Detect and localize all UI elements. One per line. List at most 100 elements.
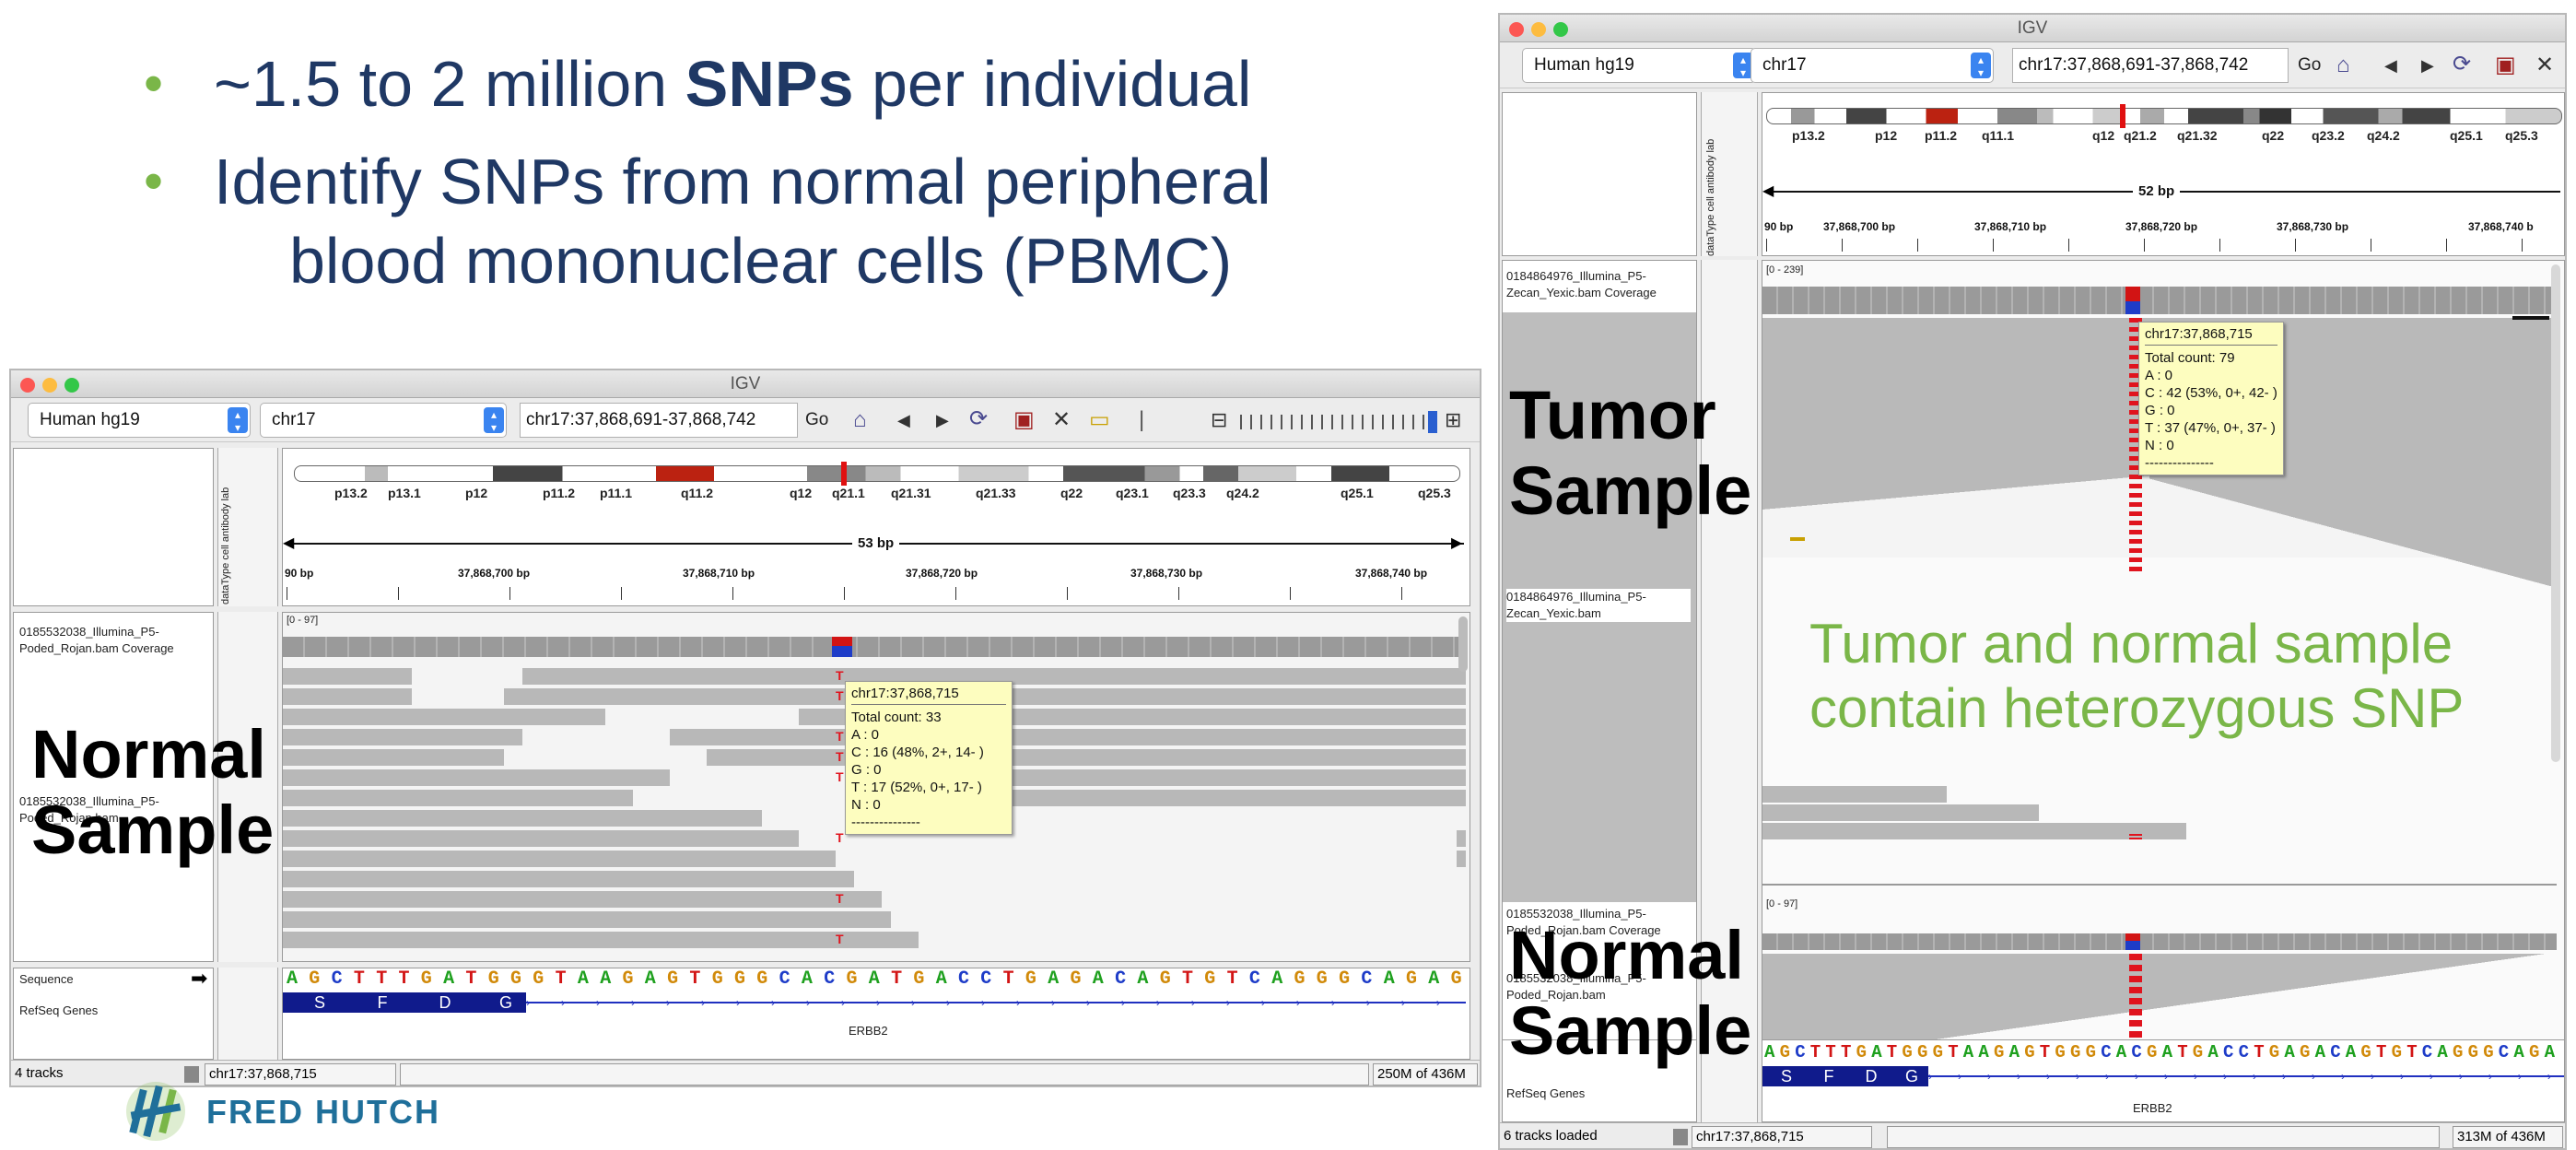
sequence-track-label[interactable]: Sequence: [19, 972, 74, 986]
chromosome-ideogram[interactable]: [1766, 108, 2562, 124]
vertical-scrollbar[interactable]: [1458, 616, 1468, 672]
read: [891, 769, 1466, 786]
close-window-button[interactable]: [1509, 22, 1524, 37]
reference-base: G: [756, 968, 768, 990]
tumor-coverage-track-label[interactable]: 0184864976_Illumina_P5-Zecan_Yexic.bam C…: [1506, 269, 1657, 299]
tumor-snp-coverage-bar[interactable]: [2125, 287, 2140, 301]
snp-coverage-bar-ref: [832, 646, 852, 657]
status-memory: 250M of 436M: [1373, 1063, 1478, 1085]
reference-base: T: [398, 968, 410, 990]
genome-select[interactable]: Human hg19 ▴ ▾: [1522, 48, 1756, 83]
reference-base: A: [2284, 1042, 2295, 1062]
refresh-icon[interactable]: ⟳: [2453, 52, 2472, 76]
genome-select[interactable]: Human hg19 ▴ ▾: [28, 403, 251, 438]
normal-snp-coverage-bar[interactable]: [2125, 933, 2140, 941]
ruler-ticks: [1766, 239, 2560, 252]
reference-base: A: [868, 968, 880, 990]
zoom-slider[interactable]: [1240, 415, 1435, 429]
band-label: q12: [790, 486, 813, 500]
normal-coverage-track[interactable]: [1762, 933, 2557, 950]
chromosome-select[interactable]: chr17 ▴ ▾: [260, 403, 507, 438]
refseq-track-label[interactable]: RefSeq Genes: [19, 1003, 99, 1017]
span-arrow-left-icon: ◀: [283, 535, 295, 551]
region-of-interest-icon[interactable]: ▣: [2495, 53, 2516, 77]
reference-base: G: [2391, 1042, 2402, 1062]
reference-base: C: [779, 968, 790, 990]
snp-coverage-bar[interactable]: [832, 637, 852, 646]
reference-base: G: [309, 968, 321, 990]
popup-info-icon[interactable]: ▭: [1089, 407, 1110, 432]
reference-base: A: [2437, 1042, 2448, 1062]
forward-arrow-icon[interactable]: ▶: [936, 411, 949, 429]
reference-base: G: [1159, 968, 1171, 990]
minimize-window-button[interactable]: [42, 378, 57, 393]
normal-snp-column[interactable]: [2129, 954, 2142, 1042]
span-label: 52 bp: [2133, 183, 2181, 199]
zoom-slider-thumb[interactable]: [1428, 411, 1437, 433]
vertical-scrollbar[interactable]: [2551, 264, 2560, 762]
resize-icon[interactable]: ✕: [2535, 53, 2555, 77]
amino-acid-label: G: [498, 993, 512, 1012]
normal-coverage-track-label[interactable]: 0185532038_Illumina_P5-Poded_Rojan.bam C…: [1506, 907, 1661, 937]
normal-read-pileup[interactable]: [1762, 954, 2557, 1042]
home-icon[interactable]: ⌂: [2336, 53, 2350, 77]
amino-acid-label: D: [439, 993, 451, 1012]
window-titlebar: IGV: [1500, 15, 2565, 42]
chromosome-select[interactable]: chr17 ▴ ▾: [1751, 48, 1994, 83]
read-mismatch: [2512, 316, 2549, 320]
tumor-bam-track-label[interactable]: 0184864976_Illumina_P5-Zecan_Yexic.bam: [1506, 589, 1691, 622]
reference-base: G: [667, 968, 679, 990]
coverage-track[interactable]: [283, 637, 1466, 657]
zoom-window-button[interactable]: [1553, 22, 1568, 37]
normal-bam-track-label[interactable]: 0185532038_Illumina_P5-Poded_Rojan.bam: [1506, 971, 1646, 1002]
locus-input[interactable]: chr17:37,868,691-37,868,742: [520, 403, 798, 438]
fred-hutch-logo: FRED HUTCH: [122, 1078, 453, 1144]
reference-base: T: [376, 968, 388, 990]
reference-base: C: [1795, 1042, 1806, 1062]
tumor-coverage-track[interactable]: [1762, 287, 2557, 314]
bullet1-text-bold: SNPs: [685, 48, 854, 120]
close-window-button[interactable]: [20, 378, 35, 393]
toolbar-divider: |: [1139, 407, 1145, 432]
read: [283, 932, 919, 948]
heterozygous-snp-note: Tumor and normal sample contain heterozy…: [1809, 613, 2465, 739]
reference-base: A: [1137, 968, 1149, 990]
band-label: q24.2: [1226, 486, 1259, 500]
span-label: 53 bp: [852, 535, 900, 551]
band-label: p13.2: [334, 486, 368, 500]
back-arrow-icon[interactable]: ◀: [897, 411, 910, 429]
band-label: q23.2: [2312, 128, 2345, 143]
chromosome-ideogram[interactable]: [294, 465, 1460, 482]
strand-arrow-icon[interactable]: ➡: [191, 967, 208, 990]
band-label: q25.1: [2450, 128, 2483, 143]
refresh-icon[interactable]: ⟳: [969, 406, 989, 431]
popup-line: A : 0: [851, 727, 880, 743]
attribute-panel-feature: [217, 968, 278, 1060]
read: [283, 749, 504, 766]
resize-icon[interactable]: ✕: [1052, 407, 1071, 432]
refseq-track-label[interactable]: RefSeq Genes: [1506, 1086, 1586, 1100]
region-of-interest-icon[interactable]: ▣: [1013, 407, 1035, 432]
gene-exon-block[interactable]: [1762, 1066, 1928, 1086]
bullet2-line1: Identify SNPs from normal peripheral: [214, 146, 1271, 217]
minimize-window-button[interactable]: [1531, 22, 1546, 37]
reference-base: T: [1948, 1042, 1959, 1062]
status-memory: 313M of 436M: [2453, 1126, 2563, 1148]
zoom-window-button[interactable]: [64, 378, 79, 393]
coverage-track-label[interactable]: 0185532038_Illumina_P5-Poded_Rojan.bam C…: [19, 625, 174, 655]
forward-arrow-icon[interactable]: ▶: [2421, 56, 2434, 75]
go-button[interactable]: Go: [2298, 55, 2322, 75]
back-arrow-icon[interactable]: ◀: [2384, 56, 2397, 75]
popup-line: T : 17 (52%, 0+, 17- ): [851, 780, 982, 795]
go-button[interactable]: Go: [805, 410, 829, 429]
reference-base: C: [2101, 1042, 2112, 1062]
gene-exon-block[interactable]: [283, 992, 526, 1013]
bam-track-label[interactable]: 0185532038_Illumina_P5-Poded_Rojan.bam: [19, 794, 159, 825]
zoom-out-icon[interactable]: ⊟: [1211, 408, 1228, 431]
home-icon[interactable]: ⌂: [853, 407, 867, 432]
popup-line: Total count: 33: [851, 710, 942, 725]
locus-input[interactable]: chr17:37,868,691-37,868,742: [2012, 48, 2289, 83]
zoom-in-icon[interactable]: ⊞: [1445, 408, 1462, 431]
track-divider: [1762, 884, 2557, 886]
read: [1457, 851, 1466, 867]
